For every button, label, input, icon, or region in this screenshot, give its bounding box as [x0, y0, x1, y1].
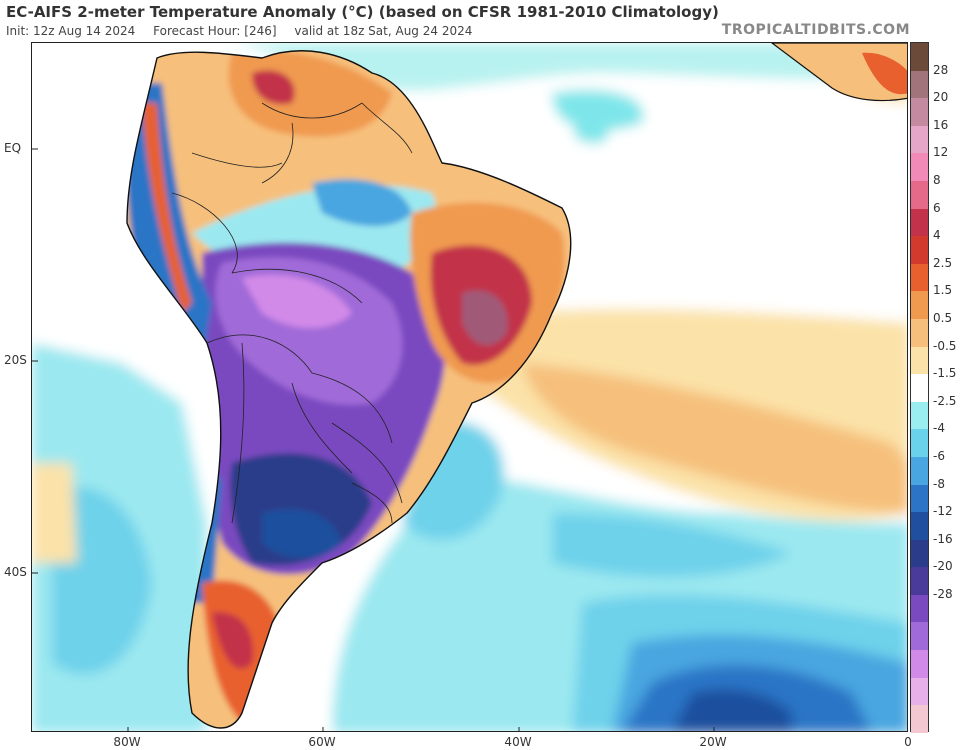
colorbar-swatch [911, 677, 928, 706]
init-time: Init: 12z Aug 14 2024 [6, 24, 136, 38]
colorbar-swatch [911, 318, 928, 347]
colorbar-swatch [911, 539, 928, 568]
lat-label-20s: 20S [4, 353, 27, 367]
colorbar-label: 20 [933, 90, 949, 105]
ocean-anomaly-field [32, 43, 907, 731]
colorbar-swatch [911, 456, 928, 485]
lon-label-0: 0 [904, 735, 912, 749]
colorbar-label: -8 [933, 476, 945, 491]
colorbar-label: 16 [933, 117, 949, 132]
colorbar-label: 12 [933, 145, 949, 160]
colorbar-label: -16 [933, 531, 953, 546]
colorbar-label: -2.5 [933, 393, 957, 408]
map-ticks [32, 148, 715, 731]
lat-label-eq: EQ [4, 141, 22, 155]
colorbar-label: 0.5 [933, 311, 953, 325]
colorbar-label: 28 [933, 62, 949, 77]
colorbar-label: 6 [933, 200, 941, 215]
colorbar-swatch [911, 650, 928, 678]
colorbar-swatch [911, 512, 928, 540]
colorbar-label: -28 [933, 587, 953, 601]
colorbar-label: -6 [933, 449, 945, 463]
colorbar-label: 8 [933, 173, 941, 187]
colorbar-swatch [911, 98, 928, 126]
colorbar-label: -20 [933, 559, 953, 574]
map-subtitle: Init: 12z Aug 14 2024 Forecast Hour: [24… [6, 24, 486, 38]
colorbar-label: 2.5 [933, 255, 953, 270]
colorbar-label: -0.5 [933, 338, 957, 353]
map-title: EC-AIFS 2-meter Temperature Anomaly (°C)… [6, 3, 719, 21]
colorbar-label: 4 [933, 228, 941, 243]
colorbar-label: -1.5 [933, 366, 957, 381]
colorbar-swatch [911, 236, 928, 264]
colorbar-swatch [911, 153, 928, 181]
colorbar-swatch [911, 374, 928, 402]
forecast-hour: Forecast Hour: [246] [153, 24, 277, 38]
lon-label-60w: 60W [308, 735, 336, 749]
colorbar-label: 1.5 [933, 283, 953, 298]
colorbar-swatch [911, 705, 928, 733]
colorbar-label: -4 [933, 421, 945, 436]
colorbar-swatch [911, 180, 928, 209]
colorbar-swatch [911, 43, 928, 71]
colorbar-swatch [911, 622, 928, 651]
colorbar-swatch [911, 594, 928, 623]
lon-label-20w: 20W [699, 735, 727, 749]
colorbar-swatch [911, 346, 928, 375]
africa-landmass [770, 43, 907, 102]
colorbar-swatch [911, 291, 928, 319]
colorbar-swatch [911, 208, 928, 237]
colorbar-swatch [911, 125, 928, 154]
colorbar-swatch [911, 567, 928, 595]
colorbar-swatch [911, 401, 928, 430]
colorbar-swatch [911, 263, 928, 292]
brand-watermark: TROPICALTIDBITS.COM [721, 22, 910, 38]
colorbar-label: -12 [933, 504, 953, 519]
colorbar-swatch [911, 484, 928, 513]
colorbar [910, 42, 929, 733]
colorbar-swatch [911, 429, 928, 457]
valid-time: valid at 18z Sat, Aug 24 2024 [294, 24, 473, 38]
anomaly-map [31, 42, 908, 732]
map-canvas [32, 43, 907, 731]
colorbar-swatch [911, 70, 928, 99]
lon-label-80w: 80W [113, 735, 141, 749]
lon-label-40w: 40W [504, 735, 532, 749]
lat-label-40s: 40S [4, 565, 27, 579]
